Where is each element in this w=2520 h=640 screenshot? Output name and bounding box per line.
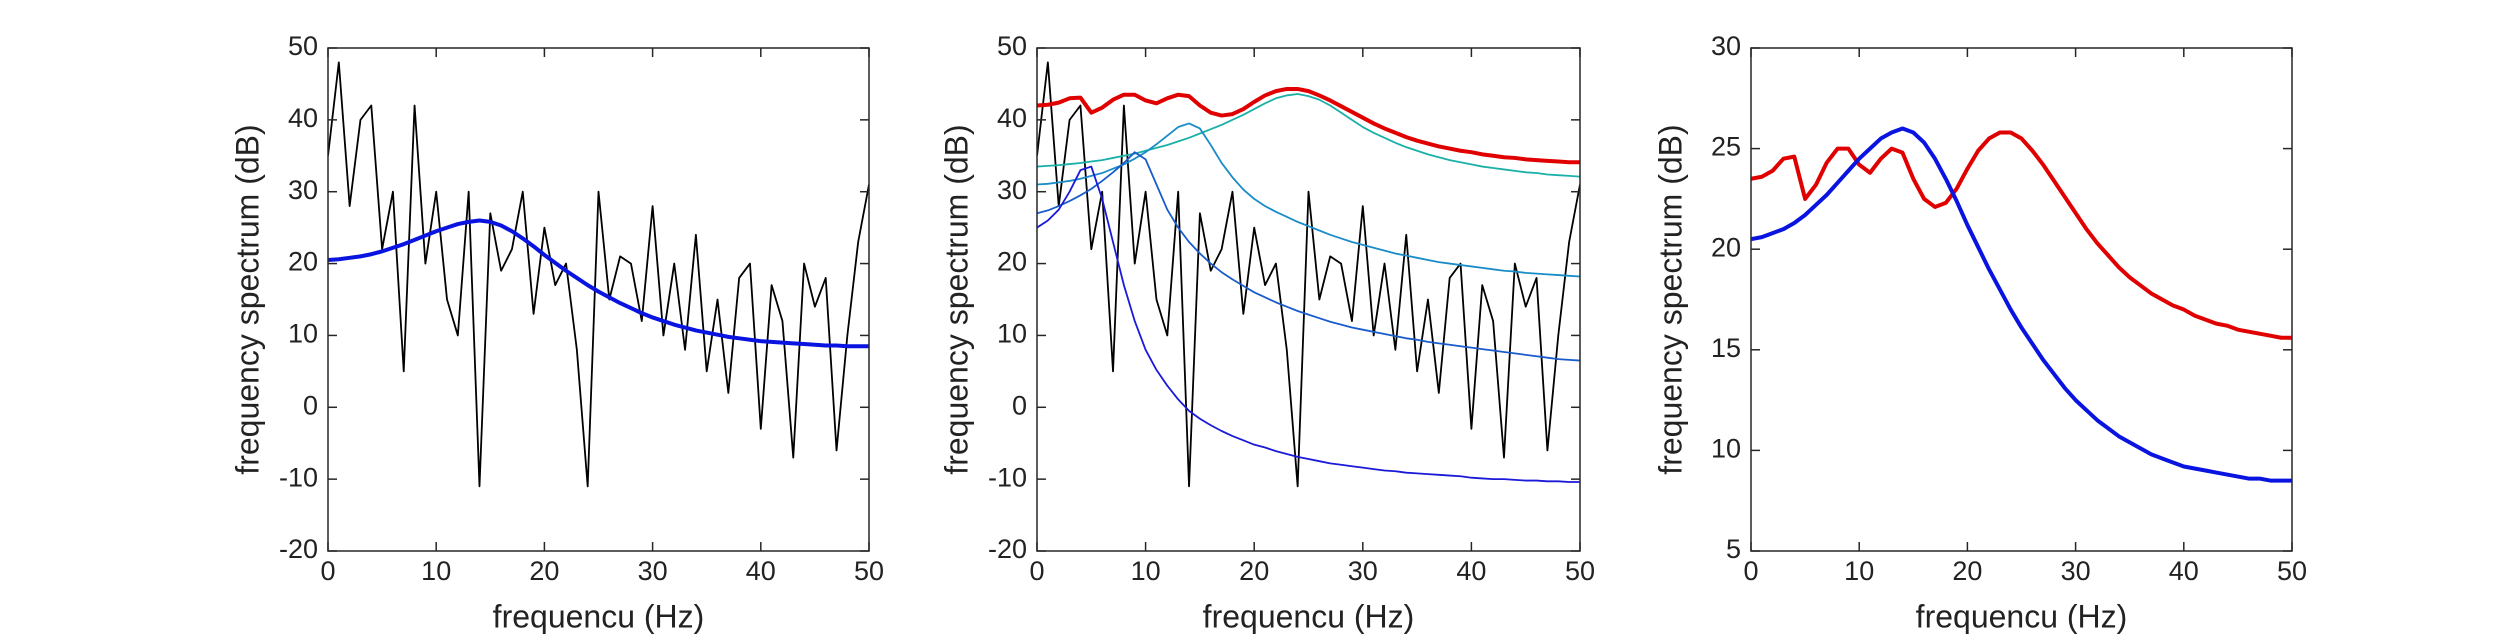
y-tick-label: 20 xyxy=(1711,232,1741,262)
y-tick-label: 0 xyxy=(303,390,318,420)
y-axis-label: frequency spectrum (dB) xyxy=(938,124,974,474)
x-tick-label: 30 xyxy=(1348,556,1378,586)
line-series xyxy=(1037,93,1580,178)
plot-area xyxy=(1751,126,2292,483)
y-tick-label: 10 xyxy=(288,319,318,349)
line-series xyxy=(1037,86,1580,165)
axes: 0 10 20 30 40 50 -20 -10 0 10 20 30 40 50 frequencu (H… xyxy=(938,31,1595,634)
x-tick-label: 30 xyxy=(638,556,668,586)
y-tick-label: 20 xyxy=(997,247,1027,277)
x-tick-label: 50 xyxy=(2277,556,2307,586)
y-tick-label: 10 xyxy=(997,319,1027,349)
x-tick-label: 20 xyxy=(529,556,559,586)
y-axis-label: frequency spectrum (dB) xyxy=(229,124,265,474)
x-axis-label: frequencu (Hz) xyxy=(1203,598,1415,634)
line-series xyxy=(1751,126,2292,483)
x-tick-label: 40 xyxy=(1456,556,1486,586)
y-tick-label: 10 xyxy=(1711,434,1741,464)
plot-area xyxy=(328,61,869,488)
line-series xyxy=(1037,165,1580,483)
x-tick-label: 40 xyxy=(2169,556,2199,586)
y-tick-label: 50 xyxy=(997,31,1027,61)
y-axis-label: frequency spectrum (dB) xyxy=(1652,124,1688,474)
y-tick-label: 20 xyxy=(288,247,318,277)
y-tick-label: -10 xyxy=(988,462,1027,492)
y-tick-label: -20 xyxy=(988,534,1027,564)
y-tick-label: 40 xyxy=(997,103,1027,133)
x-tick-label: 50 xyxy=(1565,556,1595,586)
x-tick-label: 20 xyxy=(1239,556,1269,586)
x-tick-label: 10 xyxy=(1844,556,1874,586)
y-tick-label: 25 xyxy=(1711,132,1741,162)
line-series xyxy=(1037,61,1580,488)
x-tick-label: 0 xyxy=(1029,556,1044,586)
plot-area xyxy=(1037,61,1580,488)
y-tick-label: 30 xyxy=(288,175,318,205)
x-tick-label: 10 xyxy=(1131,556,1161,586)
x-tick-label: 30 xyxy=(2061,556,2091,586)
x-tick-label: 0 xyxy=(1743,556,1758,586)
y-tick-label: -20 xyxy=(279,534,318,564)
axes-box xyxy=(327,47,870,552)
x-axis-label: frequencu (Hz) xyxy=(1916,598,2128,634)
x-axis-label: frequencu (Hz) xyxy=(493,598,705,634)
y-tick-label: -10 xyxy=(279,462,318,492)
axes-box xyxy=(1036,47,1581,552)
y-tick-label: 30 xyxy=(997,175,1027,205)
x-tick-label: 20 xyxy=(1952,556,1982,586)
line-series xyxy=(328,61,869,488)
axes-box xyxy=(1750,47,2293,552)
x-tick-label: 0 xyxy=(320,556,335,586)
line-series xyxy=(1751,130,2292,340)
axes: 0 10 20 30 40 50 -20 -10 0 10 20 30 40 50 frequencu (H… xyxy=(229,31,884,634)
line-series xyxy=(1037,122,1580,278)
line-series xyxy=(1037,151,1580,362)
y-tick-label: 40 xyxy=(288,103,318,133)
y-tick-label: 15 xyxy=(1711,333,1741,363)
x-tick-label: 50 xyxy=(854,556,884,586)
x-tick-label: 40 xyxy=(746,556,776,586)
y-tick-label: 30 xyxy=(1711,31,1741,61)
axes: 0 10 20 30 40 50 5 10 15 20 25 30 frequencu (Hz) freq… xyxy=(1652,31,2307,634)
y-tick-label: 5 xyxy=(1726,534,1741,564)
x-tick-label: 10 xyxy=(421,556,451,586)
line-series xyxy=(328,218,869,349)
y-tick-label: 0 xyxy=(1012,390,1027,420)
y-tick-label: 50 xyxy=(288,31,318,61)
